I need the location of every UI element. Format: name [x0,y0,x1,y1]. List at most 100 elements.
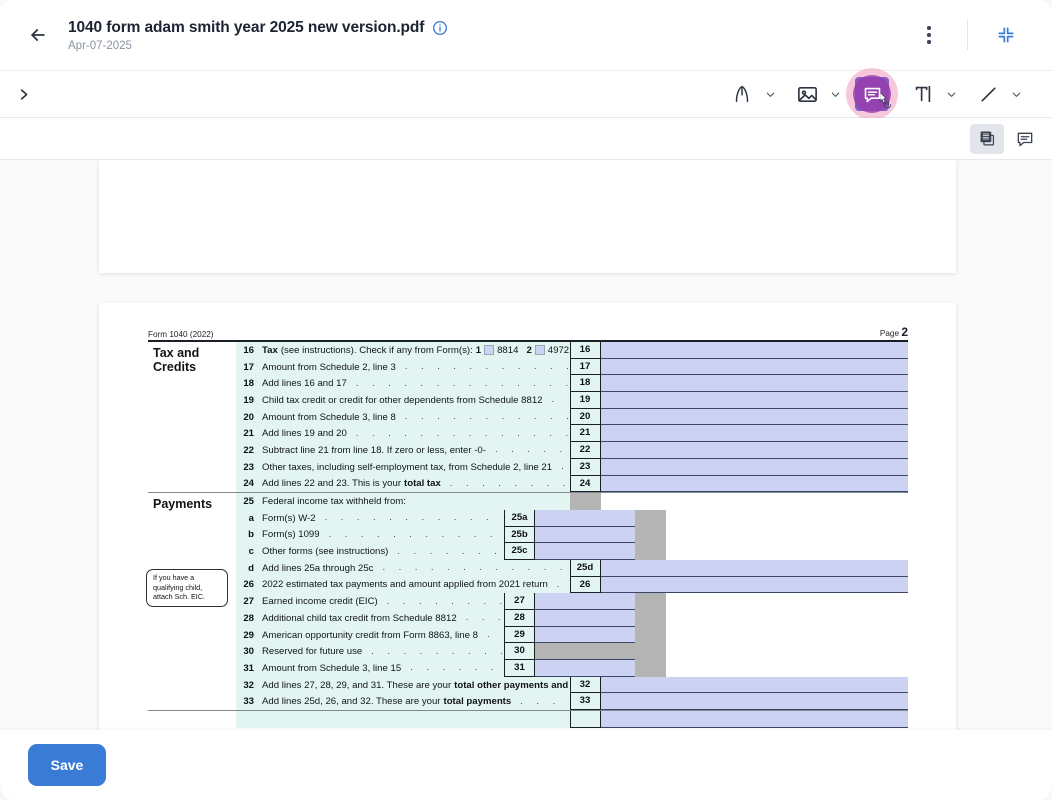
leader-dots: . . . . . . . . . . . . . . . . . . [328,529,502,540]
line-number: 17 [243,361,254,373]
save-button[interactable]: Save [28,744,106,786]
collapse-button[interactable] [986,15,1026,55]
image-tool-button[interactable] [790,77,824,111]
form-row: 24 Add lines 22 and 23. This is your tot… [236,475,908,493]
kebab-menu-icon [927,26,931,30]
amount-field-27[interactable] [535,593,635,610]
line-number: a [248,512,254,524]
line-box-label: 27 [504,593,535,610]
payments-rows: 25 Federal income tax withheld from: a [236,493,908,711]
amount-field-23[interactable] [600,458,908,476]
line-text: Federal income tax withheld from: [262,496,570,507]
kebab-dot [927,33,931,37]
section-payments: Payments If you have a qualifying child,… [146,493,908,711]
section-title-tax-credits: Tax and Credits [148,342,236,493]
draw-tool-dropdown[interactable] [760,77,780,111]
form-row: 26 2022 estimated tax payments and amoun… [236,576,908,594]
line-text: Amount from Schedule 3, line 8 . . . . .… [262,412,570,423]
line-text: Add lines 16 and 17 . . . . . . . . . . … [262,378,570,389]
amount-field-17[interactable] [600,358,908,376]
amount-field-25c[interactable] [535,543,635,560]
section-title-line: Payments [153,497,213,512]
leader-dots: . . . . . . . . . . . . . . [397,546,502,557]
more-options-button[interactable] [909,15,949,55]
line-tool-button[interactable] [971,77,1005,111]
draw-tool-button[interactable] [725,77,759,111]
comment-tool-button[interactable] [846,68,898,120]
gray-spacer [635,626,666,644]
checkbox-8814[interactable] [484,345,495,356]
pdf-page-current[interactable]: Form 1040 (2022) Page 2 Tax and Credits [99,303,956,730]
line-tool-dropdown[interactable] [1006,77,1026,111]
line-text-bold: Tax [262,344,278,356]
form-row: a Form(s) W-2 . . . . . . . . . . . . . … [236,509,908,527]
line-box-label: 22 [569,442,601,459]
line-number: 31 [243,662,254,674]
comments-panel-button[interactable] [1008,124,1042,154]
tax-credits-rows: 16 Tax (see instructions). Check if any … [236,342,908,493]
amount-field-29[interactable] [535,626,635,644]
amount-field-25d[interactable] [600,559,908,577]
image-tool-dropdown[interactable] [825,77,845,111]
section-divider [148,492,908,494]
back-button[interactable] [16,13,60,57]
line-text-rest: (see instructions). Check if any from Fo… [280,344,473,356]
line-text-rest: Form(s) 1099 [262,529,320,541]
amount-field-19[interactable] [600,392,908,409]
amount-field-24[interactable] [600,475,908,493]
checkbox-label: 4972 [547,344,570,356]
amount-field-25b[interactable] [535,526,635,544]
line-box-label: 18 [569,375,601,393]
leader-dots: . . . . . . . . . [520,696,567,707]
form-row: 29 American opportunity credit from Form… [236,626,908,644]
pages-panel-button[interactable] [970,123,1004,154]
amount-field-31[interactable] [535,660,635,677]
line-box-label: 32 [569,676,601,694]
form-row: d Add lines 25a through 25c . . . . . . … [236,559,908,577]
form-row: 31 Amount from Schedule 3, line 15 . . .… [236,660,908,677]
gray-spacer [635,526,666,544]
text-tool-button[interactable] [906,77,940,111]
pdf-page-previous [99,160,956,273]
line-text-rest: Subtract line 21 from line 18. If zero o… [262,444,486,456]
line-number: 27 [243,596,254,608]
amount-field-16[interactable] [600,342,908,359]
expand-sidebar-button[interactable] [0,71,46,117]
amount-field-25a[interactable] [535,509,635,527]
info-circle-icon[interactable] [432,20,448,36]
amount-field-18[interactable] [600,375,908,393]
amount-field-20[interactable] [600,408,908,426]
form-row: 17 Amount from Schedule 2, line 3 . . . … [236,358,908,376]
line-number: 16 [243,344,254,356]
form-row: 22 Subtract line 21 from line 18. If zer… [236,442,908,459]
line-number: c [248,546,254,558]
amount-field-33[interactable] [600,693,908,711]
pen-nib-icon [735,85,749,103]
amount-field-32[interactable] [600,676,908,694]
form-row: 23 Other taxes, including self-employmen… [236,458,908,476]
refund-rows [236,711,908,728]
text-tool-dropdown[interactable] [941,77,961,111]
line-number: 22 [243,444,254,456]
gray-spacer [635,610,666,627]
panel-toolbar [0,118,1052,160]
leader-dots: . . . . . . . . [494,445,568,456]
leader-dots: . . . . . . . . . . . . . . . . [371,646,502,657]
line-number: 23 [243,461,254,473]
document-viewport[interactable]: Form 1040 (2022) Page 2 Tax and Credits [0,160,1052,730]
line-text-rest: Add lines 25a through 25c [262,562,374,574]
line-text-rest: Add lines 19 and 20 [262,428,347,440]
form-row: 27 Earned income credit (EIC) . . . . . … [236,593,908,610]
amount-field-22[interactable] [600,442,908,459]
line-text-rest: 2022 estimated tax payments and amount a… [262,579,548,591]
page-number-value: 2 [901,325,908,339]
checkbox-4972[interactable] [534,345,545,356]
amount-field-21[interactable] [600,425,908,443]
amount-field-34[interactable] [600,711,908,728]
amount-blank [666,626,908,644]
amount-field-26[interactable] [600,576,908,594]
amount-field-28[interactable] [535,610,635,627]
eic-callout: If you have a qualifying child, attach S… [146,569,228,607]
form-row: 21 Add lines 19 and 20 . . . . . . . . .… [236,425,908,443]
line-text-rest: American opportunity credit from Form 88… [262,629,478,641]
